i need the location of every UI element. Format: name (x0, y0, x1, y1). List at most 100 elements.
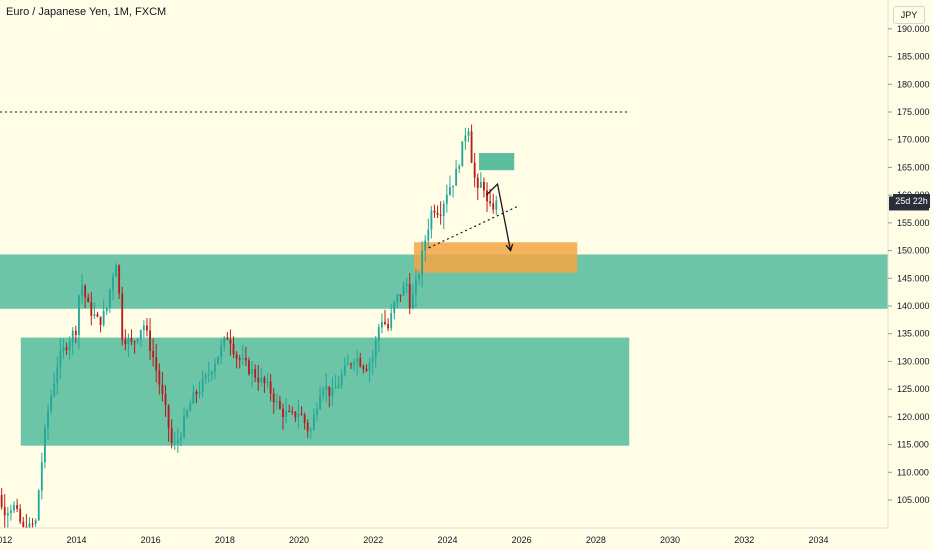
candle-body (189, 403, 192, 412)
ascending-trendline (428, 205, 519, 249)
candle-body (303, 414, 306, 423)
candle-body (229, 339, 232, 344)
candle-body (278, 400, 281, 409)
candle-body (220, 345, 223, 357)
x-tick-label: 2028 (586, 535, 606, 545)
y-tick-label: 125.000 (897, 384, 930, 394)
candle-body (269, 381, 272, 394)
y-tick-label: 155.000 (897, 218, 930, 228)
candle-body (118, 265, 121, 294)
candle-body (127, 338, 130, 345)
candle-body (152, 350, 155, 358)
candle-body (362, 366, 365, 369)
candle-body (210, 372, 213, 375)
candle-body (149, 330, 151, 351)
candle-body (418, 275, 420, 280)
candle-body (458, 166, 461, 169)
candle-body (294, 411, 297, 418)
candle-body (476, 177, 479, 188)
x-tick-label: 2034 (808, 535, 828, 545)
price-scale (888, 0, 932, 550)
candle-body (74, 330, 77, 336)
candle-body (158, 370, 161, 385)
candle-body (87, 297, 90, 303)
candle-body (99, 316, 102, 325)
candle-body (489, 201, 492, 204)
candle-body (337, 384, 340, 388)
candle-body (436, 212, 439, 215)
candle-body (291, 411, 294, 413)
candle-body (380, 321, 383, 328)
projection-arrowhead (505, 243, 514, 252)
candle-body (78, 295, 80, 336)
candle-body (288, 410, 291, 412)
candle-body (334, 387, 337, 389)
candle-body (387, 324, 390, 329)
candle-body (356, 357, 359, 363)
candle-body (40, 462, 43, 491)
candle-body (180, 437, 182, 440)
candle-body (142, 325, 145, 330)
y-tick-label: 170.000 (897, 135, 930, 145)
candle-body (461, 141, 464, 167)
candle-body (464, 135, 467, 142)
candle-body (195, 391, 198, 395)
candle-body (266, 381, 269, 384)
candle-body (470, 131, 473, 163)
candle-body (257, 377, 260, 383)
candle-body (207, 374, 210, 376)
candle-body (53, 383, 56, 396)
candle-body (37, 490, 40, 521)
candle-body (96, 314, 99, 317)
candle-body (47, 410, 49, 428)
candle-body (146, 325, 148, 331)
candle-body (201, 378, 204, 392)
candle-body (155, 357, 158, 371)
candle-body (254, 369, 257, 378)
x-tick-label: 2026 (512, 535, 532, 545)
candle-body (34, 520, 37, 524)
candle-body (9, 510, 12, 513)
currency-button[interactable]: JPY (893, 6, 925, 24)
candle-body (421, 250, 424, 276)
candle-body (43, 427, 46, 463)
candle-body (285, 410, 288, 417)
candle-body (112, 276, 114, 290)
y-tick-label: 105.000 (897, 495, 930, 505)
candle-body (316, 409, 318, 415)
candle-body (241, 357, 244, 360)
candle-body (251, 369, 253, 374)
x-tick-label: 2030 (660, 535, 680, 545)
candle-body (455, 168, 458, 186)
candle-body (124, 339, 127, 345)
candle-body (81, 285, 83, 296)
y-tick-label: 175.000 (897, 107, 930, 117)
candle-body (204, 374, 207, 379)
candle-body (309, 429, 312, 431)
candle-body (217, 356, 219, 364)
y-tick-label: 135.000 (897, 329, 930, 339)
candle-body (68, 341, 71, 350)
candle-body (214, 363, 216, 373)
candle-body (433, 210, 436, 213)
candle-body (359, 357, 362, 367)
candle-body (16, 504, 19, 509)
demand-zone (414, 242, 578, 273)
x-tick-label: 2018 (215, 535, 235, 545)
y-tick-label: 180.000 (897, 79, 930, 89)
candle-body (439, 214, 442, 216)
x-tick-label: 2022 (363, 535, 383, 545)
candle-body (492, 203, 495, 210)
candle-body (31, 523, 34, 525)
candle-body (467, 131, 470, 136)
candle-body (223, 337, 226, 346)
candle-body (340, 374, 343, 385)
y-tick-label: 120.000 (897, 412, 930, 422)
candle-body (186, 411, 189, 417)
candle-body (164, 393, 167, 406)
y-tick-label: 185.000 (897, 52, 930, 62)
candle-body (445, 194, 448, 204)
candle-body (59, 350, 62, 368)
